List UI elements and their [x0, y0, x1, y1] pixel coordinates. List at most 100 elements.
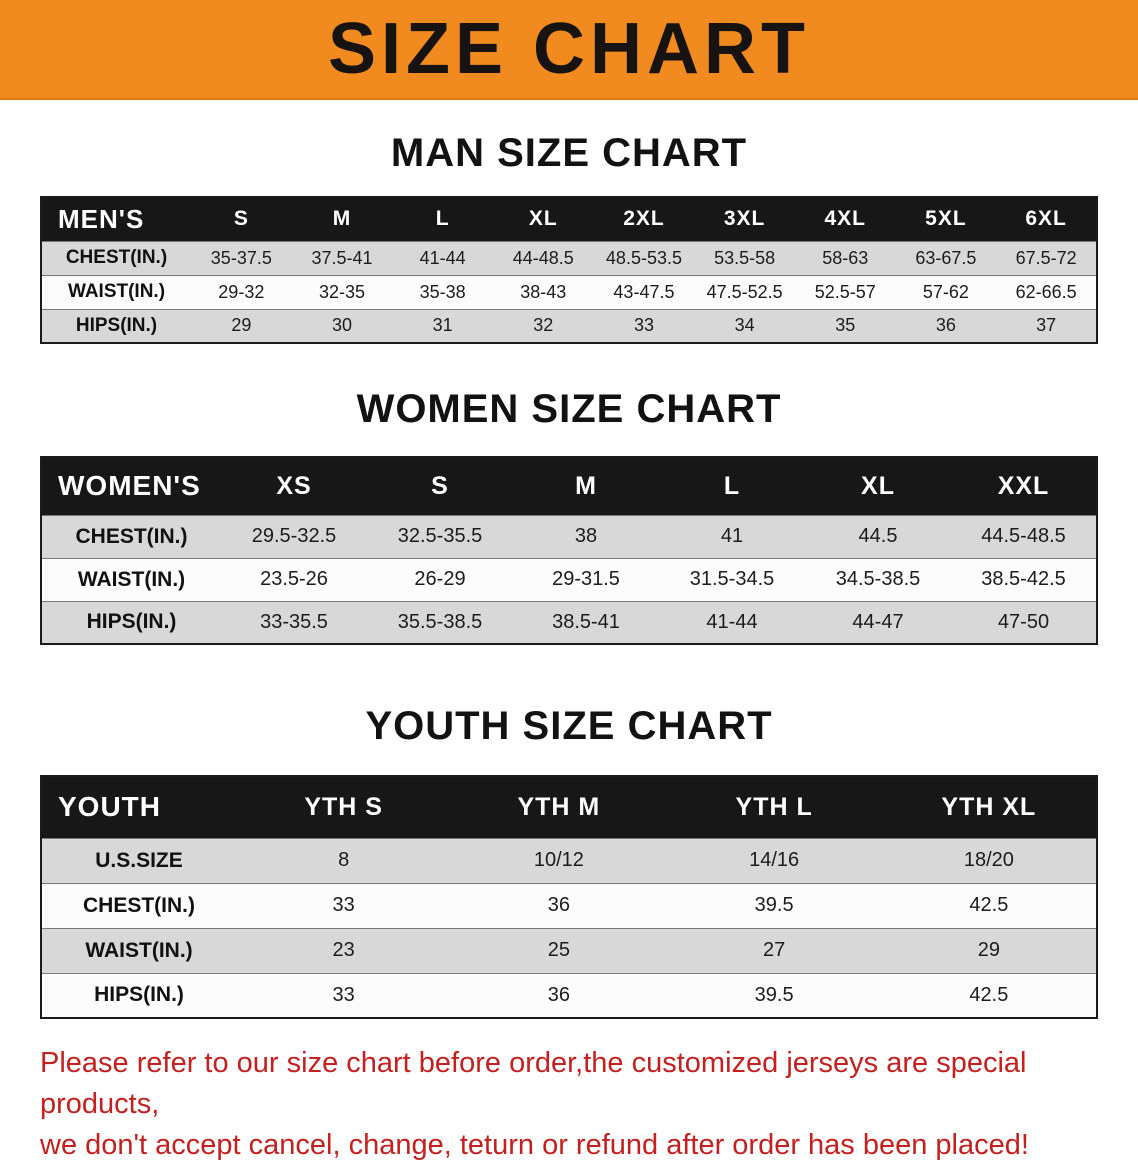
size-cell: 44.5-48.5 — [981, 525, 1066, 547]
size-cell: 37.5-41 — [311, 247, 373, 268]
size-cell: 23.5-26 — [260, 568, 328, 590]
size-cell: 31.5-34.5 — [689, 568, 775, 590]
size-cell: 48.5-53.5 — [605, 247, 682, 268]
size-cell: 41 — [720, 525, 744, 547]
row-label: HIPS(IN.) — [75, 314, 158, 336]
footer-note: Please refer to our size chart before or… — [40, 1043, 1098, 1166]
size-cell: 35-38 — [419, 281, 466, 302]
size-cell: 34 — [734, 315, 755, 336]
note-line-2: we don't accept cancel, change, teturn o… — [40, 1129, 1029, 1161]
row-label: CHEST(IN.) — [83, 893, 195, 917]
size-cell: 36 — [935, 315, 956, 336]
size-cell: 14/16 — [749, 849, 800, 871]
size-cell: 32-35 — [318, 281, 365, 302]
size-cell: 33 — [633, 315, 654, 336]
size-cell: 18/20 — [963, 849, 1014, 871]
size-cell: 33 — [332, 983, 355, 1006]
size-cell: 38-43 — [520, 281, 567, 302]
women-section: WOMEN SIZE CHART WOMEN'S XS S M L XL XXL… — [0, 386, 1138, 645]
size-cell: 29-32 — [218, 281, 265, 302]
size-cell: 33 — [332, 894, 355, 916]
youth-header-row: YOUTH YTH S YTH M YTH L YTH XL — [41, 776, 1097, 838]
size-cell: 38.5-42.5 — [981, 568, 1066, 590]
size-col-header: 5XL — [925, 207, 967, 231]
youth-size-table: YOUTH YTH S YTH M YTH L YTH XL U.S.SIZE … — [40, 775, 1098, 1019]
size-cell: 29-31.5 — [552, 568, 620, 590]
size-cell: 8 — [338, 849, 350, 871]
size-cell: 23 — [332, 939, 355, 961]
size-cell: 29 — [231, 315, 252, 336]
size-col-header: L — [435, 207, 450, 231]
youth-table-label: YOUTH — [58, 791, 161, 823]
row-label: U.S.SIZE — [95, 848, 183, 872]
size-cell: 41-44 — [706, 610, 758, 633]
row-label: CHEST(IN.) — [75, 524, 188, 548]
note-line-1: Please refer to our size chart before or… — [40, 1047, 1027, 1120]
size-cell: 39.5 — [754, 894, 794, 916]
size-cell: 47-50 — [997, 610, 1050, 633]
size-cell: 25 — [547, 939, 570, 961]
size-col-header: XL — [528, 207, 558, 231]
row-label: HIPS(IN.) — [86, 610, 177, 634]
size-cell: 41-44 — [419, 247, 466, 268]
table-row-hips: HIPS(IN.) 29 30 31 32 33 34 35 36 37 — [41, 309, 1097, 343]
size-cell: 35.5-38.5 — [397, 610, 483, 633]
size-cell: 43-47.5 — [613, 281, 675, 302]
size-col-header: YTH M — [517, 792, 601, 821]
size-cell: 63-67.5 — [915, 247, 977, 268]
size-col-header: YTH XL — [941, 792, 1037, 821]
size-col-header: S — [233, 207, 249, 231]
size-cell: 42.5 — [969, 894, 1009, 916]
row-label: WAIST(IN.) — [85, 938, 193, 962]
size-cell: 39.5 — [754, 983, 794, 1006]
size-cell: 32.5-35.5 — [397, 525, 483, 547]
size-cell: 38.5-41 — [552, 610, 620, 633]
size-col-header: S — [431, 471, 449, 500]
size-cell: 36 — [547, 983, 570, 1006]
table-row-chest: CHEST(IN.) 35-37.5 37.5-41 41-44 44-48.5… — [41, 241, 1097, 275]
size-cell: 27 — [763, 939, 786, 961]
row-label: WAIST(IN.) — [77, 567, 186, 591]
row-label: HIPS(IN.) — [94, 983, 184, 1007]
size-col-header: 3XL — [723, 207, 766, 231]
size-col-header: M — [332, 207, 352, 231]
youth-section: YOUTH SIZE CHART YOUTH YTH S YTH M YTH L… — [0, 703, 1138, 1019]
size-cell: 34.5-38.5 — [835, 568, 921, 590]
men-table-label: MEN'S — [58, 203, 145, 234]
table-row-hips: HIPS(IN.) 33 36 39.5 42.5 — [41, 973, 1097, 1018]
table-row-ussize: U.S.SIZE 8 10/12 14/16 18/20 — [41, 838, 1097, 883]
size-cell: 35-37.5 — [210, 247, 272, 268]
size-cell: 29 — [977, 939, 1000, 961]
size-cell: 37 — [1036, 315, 1057, 336]
size-cell: 53.5-58 — [714, 247, 776, 268]
size-col-header: L — [723, 471, 741, 500]
table-row-chest: CHEST(IN.) 33 36 39.5 42.5 — [41, 883, 1097, 928]
size-col-header: XS — [276, 471, 312, 500]
size-cell: 47.5-52.5 — [706, 281, 783, 302]
size-col-header: YTH S — [304, 792, 383, 821]
women-header-row: WOMEN'S XS S M L XL XXL — [41, 457, 1097, 515]
row-label: WAIST(IN.) — [67, 281, 166, 302]
banner: SIZE CHART — [0, 0, 1138, 100]
size-cell: 58-63 — [822, 247, 869, 268]
size-col-header: YTH L — [735, 792, 813, 821]
page-title: SIZE CHART — [328, 9, 810, 89]
size-cell: 35 — [835, 315, 856, 336]
size-cell: 36 — [547, 894, 570, 916]
men-header-row: MEN'S S M L XL 2XL 3XL 4XL 5XL 6XL — [41, 197, 1097, 241]
size-cell: 26-29 — [414, 568, 466, 590]
size-cell: 44-47 — [852, 610, 904, 633]
size-col-header: 2XL — [623, 207, 665, 231]
size-cell: 67.5-72 — [1015, 247, 1077, 268]
women-table-label: WOMEN'S — [58, 470, 201, 502]
size-cell: 31 — [432, 315, 453, 336]
row-label: CHEST(IN.) — [65, 247, 168, 268]
women-size-table: WOMEN'S XS S M L XL XXL CHEST(IN.) 29.5-… — [40, 456, 1098, 645]
size-col-header: XXL — [997, 471, 1050, 500]
size-cell: 10/12 — [533, 849, 584, 871]
table-row-hips: HIPS(IN.) 33-35.5 35.5-38.5 38.5-41 41-4… — [41, 601, 1097, 644]
men-size-table: MEN'S S M L XL 2XL 3XL 4XL 5XL 6XL CHEST… — [40, 196, 1098, 344]
size-cell: 57-62 — [922, 281, 969, 302]
size-cell: 38 — [574, 525, 598, 547]
size-cell: 42.5 — [969, 983, 1009, 1006]
